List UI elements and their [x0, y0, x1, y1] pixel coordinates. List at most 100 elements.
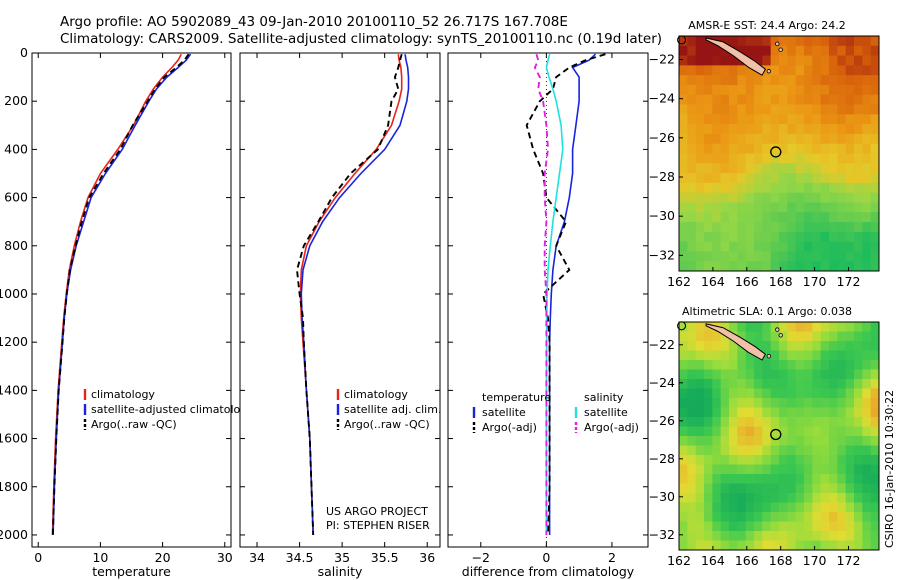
map-cell [729, 341, 738, 351]
map-cell [762, 163, 772, 174]
map-cell [845, 360, 855, 370]
map-cell [720, 379, 730, 389]
map-cell [779, 251, 788, 262]
legend-label: Argo(..raw -QC) [91, 418, 177, 431]
map-cell [770, 192, 780, 203]
map-cell [787, 436, 797, 446]
map-cell [845, 464, 855, 475]
map-cell [745, 540, 755, 551]
x-tick-label: 172 [837, 553, 861, 568]
map-cell [829, 202, 838, 213]
map-cell [687, 369, 697, 380]
map-cell [854, 483, 863, 494]
map-cell [712, 143, 722, 154]
map-cell [804, 455, 813, 465]
map-cell [870, 350, 880, 361]
map-cell [687, 261, 697, 272]
map-cell [712, 407, 722, 418]
map-cell [762, 379, 772, 389]
map-cell [779, 417, 788, 427]
map-cell [862, 417, 872, 427]
map-cell [729, 531, 738, 541]
map-cell [779, 241, 788, 252]
map-cell [687, 222, 697, 233]
map-cell [779, 124, 788, 135]
map-cell [779, 350, 788, 361]
map-cell [804, 388, 813, 399]
map-cell [745, 379, 755, 389]
map-cell [829, 531, 838, 541]
map-cell [845, 75, 855, 86]
map-cell [720, 350, 730, 361]
x-axis-label: temperature [92, 564, 171, 579]
map-cell [862, 322, 872, 332]
map-cell [845, 531, 855, 541]
map-cell [762, 512, 772, 522]
map-cell [795, 540, 805, 551]
map-cell [762, 540, 772, 551]
map-cell [837, 436, 847, 446]
map-cell [862, 114, 872, 125]
map-cell [695, 163, 705, 174]
map-cell [787, 445, 797, 456]
map-cell [729, 212, 738, 223]
map-cell [770, 521, 780, 532]
map-cell [845, 398, 855, 408]
map-cell [695, 143, 705, 154]
map-cell [679, 341, 688, 351]
map-cell [679, 251, 688, 262]
map-cell [770, 251, 780, 262]
map-cell [737, 531, 747, 541]
y-tick-label: 200 [4, 93, 28, 108]
map-cell [804, 512, 813, 522]
y-tick-label: 0 [20, 45, 28, 60]
map-cell [762, 502, 772, 513]
map-cell [862, 163, 872, 174]
map-cell [795, 231, 805, 243]
map-cell [795, 153, 805, 164]
map-cell [695, 455, 705, 465]
map-cell [737, 241, 747, 252]
map-cell [770, 341, 780, 351]
map-cell [870, 426, 880, 437]
map-cell [729, 474, 738, 484]
map-cell [845, 388, 855, 399]
map-cell [729, 173, 738, 184]
map-cell [754, 493, 763, 503]
map-cell [854, 436, 863, 446]
map-cell [779, 369, 788, 380]
map-cell [704, 360, 713, 370]
map-cell [737, 417, 747, 427]
map-cell [762, 202, 772, 213]
map-cell [812, 231, 822, 243]
map-cell [837, 502, 847, 513]
map-cell [862, 464, 872, 475]
map-cell [704, 75, 713, 86]
map-cell [695, 464, 705, 475]
map-cell [820, 153, 830, 164]
map-cell [770, 153, 780, 164]
map-cell [712, 540, 722, 551]
map-cell [795, 84, 805, 96]
map-cell [679, 182, 688, 194]
legend-label: Argo(..raw -QC) [344, 418, 430, 431]
x-tick-label: 35.5 [371, 550, 399, 565]
map-cell [862, 512, 872, 522]
map-cell [845, 133, 855, 145]
map-cell [720, 341, 730, 351]
map-cell [695, 331, 705, 342]
map-cell [729, 540, 738, 551]
map-cell [845, 94, 855, 105]
map-cell [704, 124, 713, 135]
map-cell [870, 84, 880, 96]
map-cell [720, 436, 730, 446]
map-cell [812, 84, 822, 96]
map-cell [754, 251, 763, 262]
map-cell [695, 231, 705, 243]
map-cell [829, 322, 838, 332]
map-cell [695, 182, 705, 194]
map-cell [745, 360, 755, 370]
map-cell [804, 331, 813, 342]
island [775, 41, 780, 47]
map-cell [870, 445, 880, 456]
